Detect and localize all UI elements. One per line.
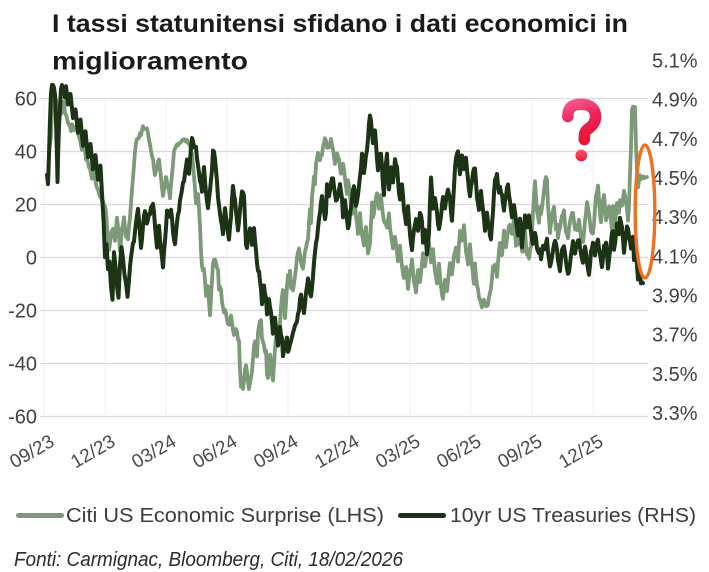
svg-text:4.5%: 4.5% [652, 168, 698, 190]
svg-text:4.7%: 4.7% [652, 129, 698, 151]
svg-text:3.7%: 3.7% [652, 325, 698, 347]
svg-text:20: 20 [15, 195, 37, 217]
svg-text:10yr US Treasuries (RHS): 10yr US Treasuries (RHS) [450, 505, 696, 527]
svg-text:4.1%: 4.1% [652, 246, 698, 268]
svg-text:5.1%: 5.1% [652, 51, 698, 73]
svg-text:60: 60 [15, 89, 37, 111]
svg-text:0: 0 [26, 248, 37, 270]
svg-text:I tassi statunitensi sfidano i: I tassi statunitensi sfidano i dati econ… [52, 10, 628, 38]
svg-text:3.9%: 3.9% [652, 286, 698, 308]
svg-text:4.3%: 4.3% [652, 207, 698, 229]
svg-text:miglioramento: miglioramento [52, 48, 248, 76]
svg-text:-40: -40 [8, 354, 37, 376]
svg-text:3.5%: 3.5% [652, 364, 698, 386]
svg-text:3.3%: 3.3% [652, 403, 698, 425]
svg-text:-20: -20 [8, 301, 37, 323]
svg-text:-60: -60 [8, 407, 37, 429]
svg-text:40: 40 [15, 142, 37, 164]
svg-text:Fonti: Carmignac, Bloomberg, C: Fonti: Carmignac, Bloomberg, Citi, 18/02… [14, 549, 404, 571]
svg-text:Citi US Economic Surprise (LHS: Citi US Economic Surprise (LHS) [66, 505, 384, 527]
svg-text:4.9%: 4.9% [652, 90, 698, 112]
